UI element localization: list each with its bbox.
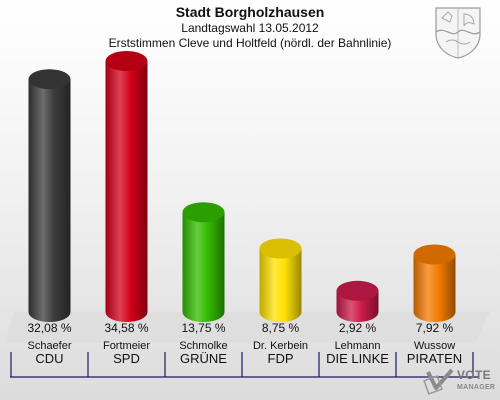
value-label: 13,75 % xyxy=(181,321,225,335)
bar-die-linke xyxy=(336,280,379,322)
bar-top xyxy=(413,244,456,265)
bar-body xyxy=(28,79,71,322)
value-label: 34,58 % xyxy=(104,321,148,335)
chart-subtitle-2: Erststimmen Cleve und Holtfeld (nördl. d… xyxy=(108,36,392,50)
bar-spd xyxy=(105,51,148,322)
party-label: DIE LINKE xyxy=(326,351,389,366)
coat-of-arms-icon xyxy=(435,7,481,59)
party-label: CDU xyxy=(35,351,63,366)
bar-body xyxy=(413,254,456,322)
bar-cdu xyxy=(28,69,71,322)
vote-manager-logo xyxy=(423,368,454,395)
bar-top xyxy=(105,51,148,72)
chart-title: Stadt Borgholzhausen xyxy=(175,4,325,20)
bar-body xyxy=(105,61,148,322)
chart-header: Stadt Borgholzhausen Landtagswahl 13.05.… xyxy=(0,4,500,51)
party-label: GRÜNE xyxy=(180,351,227,366)
bar-body xyxy=(259,248,302,322)
candidate-label: Fortmeier xyxy=(103,340,150,352)
bar-top xyxy=(336,280,379,301)
candidate-label: Dr. Kerbein xyxy=(253,340,308,352)
bar-top xyxy=(28,69,71,90)
bar-fdp xyxy=(259,238,302,322)
chart-subtitle: Landtagswahl 13.05.2012 xyxy=(181,21,319,35)
party-label: PIRATEN xyxy=(407,351,462,366)
logo-text-manager: MANAGER xyxy=(457,384,496,391)
value-label: 8,75 % xyxy=(262,321,300,335)
value-label: 32,08 % xyxy=(27,321,71,335)
party-label: SPD xyxy=(113,351,140,366)
bar-piraten xyxy=(413,244,456,322)
bar-top xyxy=(259,238,302,259)
value-label: 7,92 % xyxy=(416,321,454,335)
bar-body xyxy=(182,212,225,322)
bar-top xyxy=(182,202,225,223)
candidate-label: Wussow xyxy=(414,340,455,352)
value-label: 2,92 % xyxy=(339,321,377,335)
candidate-label: Schmolke xyxy=(179,340,227,352)
candidate-label: Schaefer xyxy=(27,340,71,352)
party-label: FDP xyxy=(268,351,294,366)
logo-text-vote: VOTE xyxy=(457,368,491,382)
bar-gr-ne xyxy=(182,202,225,322)
candidate-label: Lehmann xyxy=(335,340,381,352)
